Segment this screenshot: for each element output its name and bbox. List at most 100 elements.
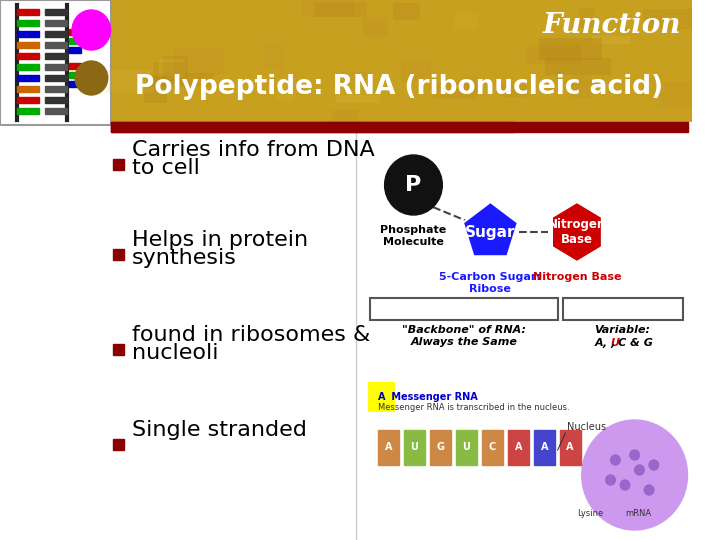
FancyBboxPatch shape [277,79,294,100]
FancyBboxPatch shape [106,70,154,93]
Bar [17,53,40,59]
FancyBboxPatch shape [526,45,581,64]
Bar [69,81,81,87]
Bar [378,430,399,465]
Bar [45,31,67,37]
Bar [482,430,503,465]
FancyBboxPatch shape [163,56,188,84]
Text: Messenger RNA is transcribed in the nucleus.: Messenger RNA is transcribed in the nucl… [378,403,570,412]
Bar [114,439,124,450]
Text: U: U [462,442,470,452]
Text: A: A [567,442,574,452]
Bar [111,122,688,132]
Circle shape [582,420,688,530]
FancyBboxPatch shape [173,48,224,75]
Bar [17,42,40,48]
FancyBboxPatch shape [314,2,367,17]
Text: Nitrogen
Base: Nitrogen Base [548,218,606,246]
Bar [45,108,67,114]
FancyBboxPatch shape [159,59,185,77]
Circle shape [634,465,644,475]
Bar [17,97,40,103]
FancyBboxPatch shape [571,76,590,98]
Text: Carries info from DNA: Carries info from DNA [132,140,374,160]
Text: Sugar: Sugar [465,225,516,240]
Bar [17,75,40,81]
Bar [562,298,683,320]
Bar [69,72,81,78]
Text: A: A [541,442,548,452]
Text: Nitrogen Base: Nitrogen Base [533,272,621,282]
Circle shape [644,485,654,495]
Circle shape [611,455,620,465]
FancyBboxPatch shape [336,94,380,103]
FancyBboxPatch shape [342,71,372,80]
Text: A,: A, [595,338,612,348]
Text: C: C [489,442,496,452]
Bar [17,20,40,26]
Text: Polypeptide: RNA (ribonucleic acid): Polypeptide: RNA (ribonucleic acid) [135,74,663,100]
Bar [45,75,67,81]
Circle shape [75,61,108,95]
Bar [111,122,514,132]
FancyBboxPatch shape [0,122,693,540]
FancyBboxPatch shape [0,0,111,125]
Bar [45,53,67,59]
Polygon shape [463,202,518,256]
FancyBboxPatch shape [263,44,285,70]
Bar [17,64,40,70]
Text: "Backbone" of RNA:
Always the Same: "Backbone" of RNA: Always the Same [402,325,526,347]
Text: , C & G: , C & G [611,338,654,348]
Bar [17,31,40,37]
Bar [404,430,425,465]
FancyBboxPatch shape [332,110,359,124]
Circle shape [620,480,630,490]
Bar [370,298,558,320]
Text: synthesis: synthesis [132,248,237,268]
Text: Nucleus: Nucleus [567,422,606,432]
Bar [17,108,40,114]
Bar [559,430,581,465]
Bar [456,430,477,465]
FancyBboxPatch shape [643,10,697,29]
Text: Function: Function [542,12,681,39]
FancyBboxPatch shape [364,17,388,37]
FancyBboxPatch shape [500,85,527,97]
Bar [45,9,67,15]
Text: U: U [611,338,619,348]
FancyBboxPatch shape [579,8,594,27]
Text: G: G [436,442,444,452]
Bar [17,9,40,15]
Text: Lysine: Lysine [577,509,603,518]
Bar [17,86,40,92]
Text: nucleoli: nucleoli [132,343,218,363]
FancyBboxPatch shape [659,83,709,107]
FancyBboxPatch shape [144,75,167,103]
Bar [534,430,555,465]
FancyBboxPatch shape [302,0,355,17]
Bar [508,430,529,465]
Text: to cell: to cell [132,158,199,178]
FancyBboxPatch shape [153,62,185,73]
Circle shape [649,460,659,470]
FancyBboxPatch shape [433,83,477,99]
FancyBboxPatch shape [150,73,213,87]
Bar [45,86,67,92]
Text: Variable:: Variable: [595,325,651,335]
FancyBboxPatch shape [464,76,482,91]
Circle shape [630,450,639,460]
FancyBboxPatch shape [0,0,693,540]
Text: mRNA: mRNA [625,509,651,518]
Bar [69,63,81,69]
FancyBboxPatch shape [662,15,688,27]
FancyBboxPatch shape [454,12,477,29]
Bar [430,430,451,465]
Circle shape [384,155,442,215]
Bar [69,47,81,53]
Bar [45,20,67,26]
Bar [114,344,124,355]
FancyBboxPatch shape [539,38,602,60]
Text: A: A [515,442,522,452]
FancyBboxPatch shape [592,36,630,44]
Text: Messenger RNA: Messenger RNA [387,392,477,402]
